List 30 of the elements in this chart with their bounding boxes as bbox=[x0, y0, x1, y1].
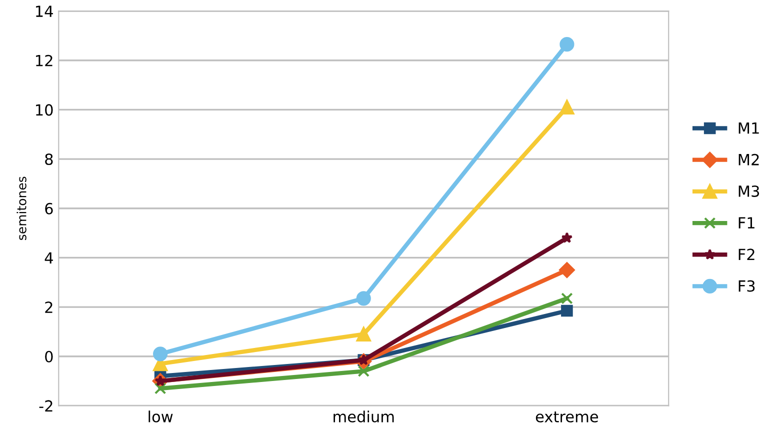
point bbox=[153, 346, 168, 362]
y-tick-label: 14 bbox=[36, 6, 53, 17]
point bbox=[561, 304, 573, 317]
legend-label: F1 bbox=[738, 217, 754, 228]
point bbox=[561, 292, 573, 304]
y-tick-label: 2 bbox=[45, 302, 52, 313]
x-tick-label: low bbox=[148, 410, 173, 422]
legend-label: F3 bbox=[738, 280, 755, 292]
y-axis-title: semitones bbox=[16, 176, 26, 240]
x-tick-label: medium bbox=[334, 410, 394, 422]
y-tick-label: 4 bbox=[44, 252, 53, 264]
point bbox=[559, 262, 575, 278]
legend-label: F2 bbox=[738, 248, 754, 260]
y-tick-label: 10 bbox=[36, 104, 53, 116]
point bbox=[356, 291, 371, 306]
legend-label: M2 bbox=[738, 154, 759, 166]
y-tick-label: 8 bbox=[45, 154, 53, 166]
point bbox=[358, 365, 370, 378]
y-tick-label: 12 bbox=[36, 54, 52, 66]
point bbox=[561, 232, 573, 243]
point bbox=[560, 37, 574, 52]
point bbox=[560, 100, 574, 115]
y-tick-label: -2 bbox=[39, 400, 52, 412]
legend-label: M1 bbox=[738, 122, 759, 134]
y-tick-label: 0 bbox=[45, 350, 53, 362]
legend-label: M3 bbox=[738, 185, 760, 198]
point bbox=[154, 382, 166, 394]
x-tick-label: extreme bbox=[536, 411, 598, 422]
point bbox=[356, 326, 371, 342]
y-tick-label: 6 bbox=[45, 202, 53, 214]
